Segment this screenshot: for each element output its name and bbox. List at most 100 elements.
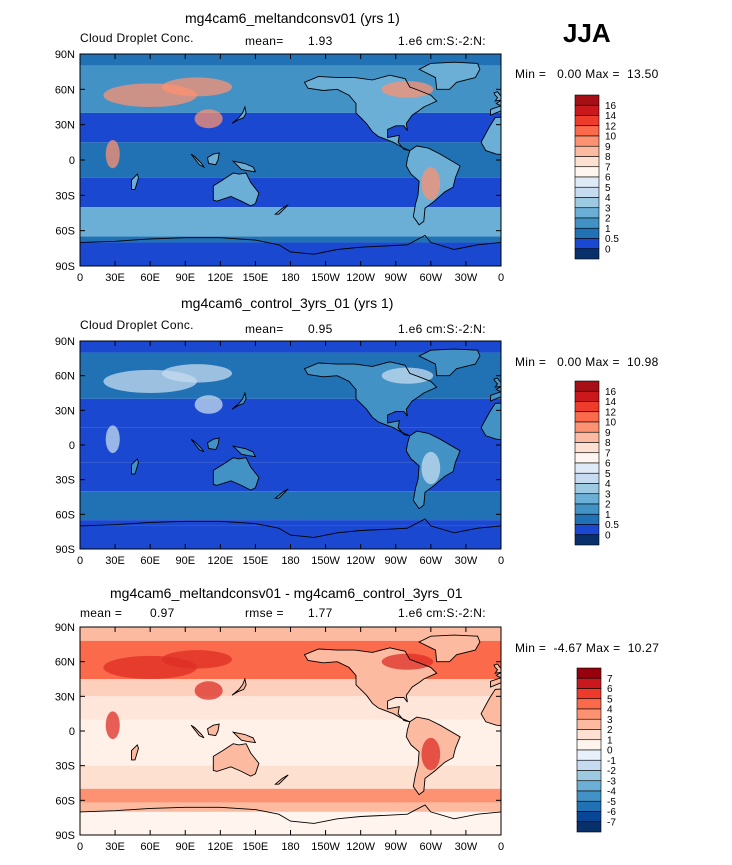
colorbar-label: -3: [607, 776, 616, 787]
colorbar-label: 0.5: [605, 234, 619, 245]
colorbar-label: 14: [605, 397, 617, 408]
colorbar-label: -7: [607, 817, 616, 828]
colorbar-swatch: [576, 749, 602, 761]
colorbar-label: 7: [605, 162, 611, 173]
colorbar-swatch: [574, 431, 600, 443]
colorbar-swatch: [576, 780, 602, 792]
colorbar-label: 0: [607, 746, 613, 757]
colorbar-label: 10: [605, 132, 617, 143]
colorbar-swatch: [576, 667, 602, 679]
x-tick-label: 60W: [420, 272, 443, 284]
colorbar-label: 16: [605, 387, 617, 398]
x-tick-label: 0: [77, 555, 83, 567]
map-panel-3: 0 30E 60E 90E 120E 150E 180 150W 120W 90W 60W 30W 09…: [55, 622, 617, 853]
colorbar-swatch: [576, 677, 602, 689]
colorbar-swatch: [576, 698, 602, 710]
panel-3-mean-value: 0.97: [150, 606, 175, 620]
colorbar-label: 10: [605, 418, 617, 429]
x-tick-label: 30W: [455, 272, 478, 284]
panel-2-mean-label: mean=: [245, 322, 284, 336]
colorbar-label: -4: [607, 787, 616, 798]
colorbar-swatch: [574, 401, 600, 413]
x-tick-label: 90E: [175, 841, 195, 853]
colorbar-label: 5: [605, 469, 611, 480]
colorbar-swatch: [574, 227, 600, 239]
x-tick-label: 120E: [207, 841, 233, 853]
colorbar-swatch: [574, 248, 600, 260]
y-tick-label: 90S: [55, 544, 75, 556]
colorbar-label: 6: [605, 173, 611, 184]
colorbar-swatch: [574, 115, 600, 127]
panel-1-units: 1.e6 cm:S:-2:N:: [398, 34, 486, 48]
colorbar-swatch: [576, 821, 602, 833]
x-tick-label: 30W: [455, 841, 478, 853]
y-tick-label: 30S: [55, 761, 75, 773]
colorbar-label: 2: [605, 500, 611, 511]
colorbar-label: 2: [607, 725, 613, 736]
colorbar-swatch: [574, 524, 600, 536]
colorbar-swatch: [576, 800, 602, 812]
colorbar-swatch: [574, 534, 600, 546]
colorbar-label: 6: [605, 459, 611, 470]
colorbar-swatch: [574, 176, 600, 188]
colorbar-swatch: [576, 811, 602, 823]
y-tick-label: 0: [69, 155, 75, 167]
y-tick-label: 90N: [55, 622, 75, 634]
y-tick-label: 60N: [55, 84, 75, 96]
colorbar-swatch: [576, 790, 602, 802]
colorbar-swatch: [576, 708, 602, 720]
colorbar-label: 3: [607, 715, 613, 726]
x-tick-label: 30W: [455, 555, 478, 567]
panel-1-mean-value: 1.93: [308, 34, 333, 48]
x-tick-label: 150E: [243, 841, 269, 853]
panel-2-field-label: Cloud Droplet Conc.: [80, 318, 194, 332]
x-tick-label: 0: [498, 841, 504, 853]
colorbar-swatch: [574, 452, 600, 464]
y-tick-label: 0: [69, 726, 75, 738]
y-tick-label: 60S: [55, 226, 75, 238]
y-tick-label: 90N: [55, 336, 75, 348]
colorbar-swatch: [574, 493, 600, 505]
y-tick-label: 60N: [55, 657, 75, 669]
x-tick-label: 30E: [105, 841, 125, 853]
colorbar-swatch: [574, 135, 600, 147]
colorbar-swatch: [574, 442, 600, 454]
colorbar-swatch: [574, 390, 600, 402]
colorbar-swatch: [574, 94, 600, 106]
colorbar-label: 2: [605, 214, 611, 225]
y-tick-label: 60N: [55, 371, 75, 383]
y-tick-label: 60S: [55, 795, 75, 807]
colorbar-label: 0: [605, 530, 611, 541]
x-tick-label: 150E: [243, 272, 269, 284]
colorbar-label: 14: [605, 111, 617, 122]
x-tick-label: 150E: [243, 555, 269, 567]
colorbar-swatch: [576, 688, 602, 700]
colorbar-label: 4: [607, 705, 613, 716]
panel-1-field-label: Cloud Droplet Conc.: [80, 31, 194, 45]
panel-3-mean-label: mean =: [80, 606, 123, 620]
x-tick-label: 0: [77, 841, 83, 853]
colorbar-swatch: [576, 770, 602, 782]
colorbar-label: 4: [605, 479, 611, 490]
x-tick-label: 60W: [420, 555, 443, 567]
colorbar-swatch: [574, 104, 600, 116]
colorbar-swatch: [574, 125, 600, 137]
y-tick-label: 30S: [55, 475, 75, 487]
colorbar-swatch: [576, 739, 602, 751]
x-tick-label: 90W: [384, 841, 407, 853]
panel-3-units: 1.e6 cm:S:-2:N:: [398, 606, 486, 620]
colorbar-swatch: [574, 462, 600, 474]
x-tick-label: 90E: [175, 272, 195, 284]
colorbar-swatch: [576, 729, 602, 741]
x-tick-label: 120W: [346, 272, 375, 284]
y-tick-label: 30S: [55, 190, 75, 202]
map-panel-1: 0 30E 60E 90E 120E 150E 180 150W 120W 90W 60W 30W 09…: [55, 49, 620, 284]
colorbar-swatch: [574, 503, 600, 515]
colorbar-swatch: [574, 483, 600, 495]
x-tick-label: 90E: [175, 555, 195, 567]
colorbar-label: -6: [607, 807, 616, 818]
map-field-2: [80, 341, 501, 549]
panel-1-minmax: Min = 0.00 Max = 13.50: [515, 67, 659, 81]
